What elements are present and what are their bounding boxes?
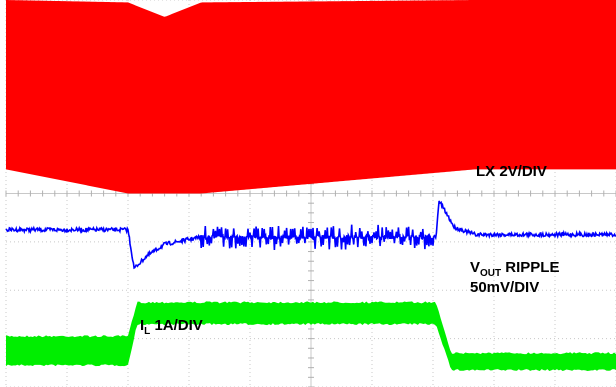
il-trace	[6, 301, 616, 372]
il-label-sub: L	[144, 326, 150, 337]
vout-label-sub: OUT	[480, 268, 501, 279]
lx-label: LX 2V/DIV	[476, 163, 547, 180]
vout-label-v: V	[470, 259, 480, 276]
il-label-i: I	[140, 317, 144, 334]
vout-label-rest: RIPPLE	[501, 259, 559, 276]
vout-trace	[5, 200, 616, 270]
vout-scale-label: 50mV/DIV	[470, 279, 539, 296]
annotations: LX 2V/DIV VOUT RIPPLE 50mV/DIV IL 1A/DIV	[140, 163, 559, 337]
lx-trace	[6, 0, 616, 194]
vout-label: VOUT RIPPLE	[470, 259, 559, 279]
il-label: IL 1A/DIV	[140, 317, 203, 337]
scope-traces	[5, 0, 616, 372]
il-label-rest: 1A/DIV	[150, 317, 203, 334]
